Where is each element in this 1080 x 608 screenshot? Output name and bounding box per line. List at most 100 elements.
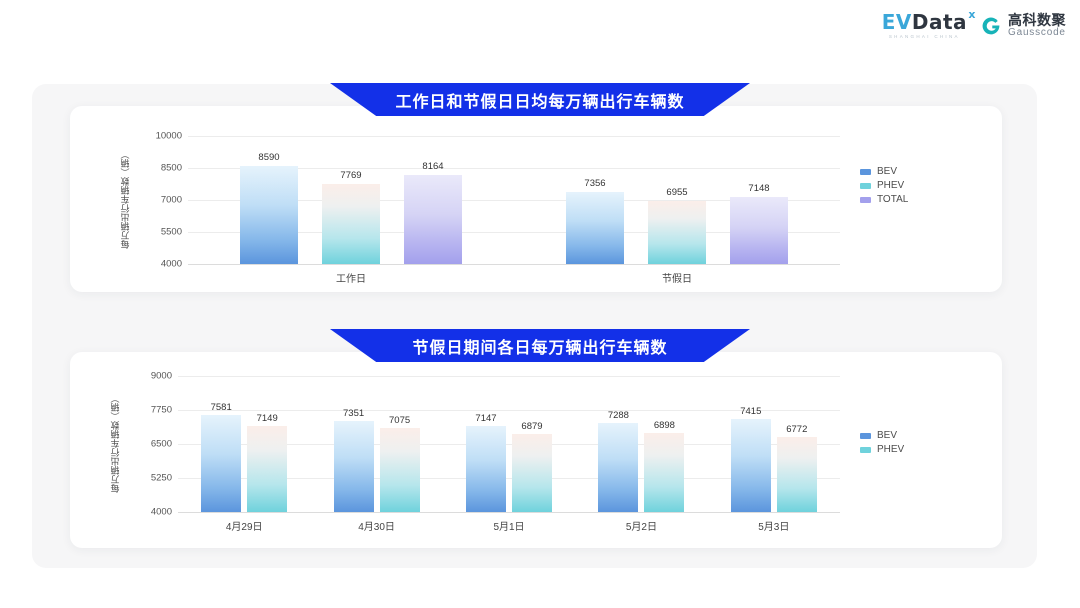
legend-label: BEV (877, 166, 898, 177)
legend-swatch-phev-icon (860, 446, 871, 453)
header-logos: EVData x SHANGHAI CHINA 高科数聚 Gausscode (881, 9, 1066, 40)
chart-1-y-ticks: 4000 5500 7000 8500 10000 (138, 106, 182, 292)
chart-2-title-banner: 节假日期间各日每万辆出行车辆数 (330, 329, 750, 362)
legend-swatch-bev-icon (860, 168, 871, 175)
chart-2-card: 每万辆出行车辆数（辆） 4000 5250 6500 7750 9000 7581 7149 4… (70, 352, 1002, 548)
chart-1-plot-area: 每万辆出行车辆数（辆） 4000 5500 7000 8500 10000 8590 7769… (70, 106, 1002, 292)
gridline (188, 200, 840, 201)
legend-item-bev[interactable]: BEV (860, 430, 904, 441)
bar-bev-5月2日[interactable] (598, 422, 639, 512)
evdata-superscript-x: x (968, 8, 976, 21)
bar-phev-4月30日[interactable] (379, 428, 420, 512)
bar-bev-节假日[interactable] (566, 192, 624, 264)
gridline (178, 410, 840, 411)
legend-item-phev[interactable]: PHEV (860, 180, 908, 191)
gridline (178, 478, 840, 479)
gridline (188, 264, 840, 265)
gausscode-logo: 高科数聚 Gausscode (981, 13, 1066, 38)
y-tick-label: 10000 (155, 130, 182, 142)
gausscode-name-cn: 高科数聚 (1008, 12, 1066, 29)
bar-value-label: 7415 (740, 406, 762, 418)
y-tick-label: 6500 (150, 438, 172, 450)
chart-1-legend: BEV PHEV TOTAL (860, 166, 908, 205)
x-axis-label-节假日: 节假日 (662, 274, 692, 285)
bar-value-label: 7351 (343, 407, 365, 419)
bar-phev-节假日[interactable] (648, 200, 706, 264)
x-axis-label-5月2日: 5月2日 (625, 522, 657, 533)
bar-value-label: 7149 (256, 413, 278, 425)
bar-value-label: 8590 (258, 152, 280, 164)
y-tick-label: 9000 (150, 370, 172, 382)
gridline (188, 136, 840, 137)
bar-value-label: 7769 (340, 169, 362, 181)
bar-total-工作日[interactable] (404, 175, 462, 264)
chart-1-title-banner: 工作日和节假日日均每万辆出行车辆数 (330, 83, 750, 116)
bar-value-label: 7075 (389, 415, 411, 427)
y-tick-label: 4000 (160, 258, 182, 270)
bar-phev-工作日[interactable] (322, 183, 380, 264)
y-tick-label: 7000 (160, 194, 182, 206)
bar-value-label: 7288 (607, 409, 629, 421)
evdata-wordmark-data: Data (911, 10, 967, 34)
legend-label: PHEV (877, 444, 905, 455)
gausscode-name-en: Gausscode (1008, 26, 1066, 38)
legend-item-bev[interactable]: BEV (860, 166, 908, 177)
bar-value-label: 6879 (521, 420, 543, 432)
gridline (178, 376, 840, 377)
chart-2-y-axis-title: 每万辆出行车辆数（辆） (110, 394, 121, 494)
chart-2-plot-area: 每万辆出行车辆数（辆） 4000 5250 6500 7750 9000 7581 7149 4… (70, 352, 1002, 548)
evdata-subtitle: SHANGHAI CHINA (888, 34, 960, 39)
legend-label: TOTAL (877, 194, 909, 205)
legend-label: BEV (877, 430, 898, 441)
x-axis-label-4月30日: 4月30日 (358, 522, 395, 533)
bar-value-label: 6898 (653, 420, 675, 432)
chart-2-y-ticks: 4000 5250 6500 7750 9000 (128, 352, 172, 548)
chart-1-title: 工作日和节假日日均每万辆出行车辆数 (395, 93, 685, 111)
bar-value-label: 8164 (422, 161, 444, 173)
gridline (178, 512, 840, 513)
evdata-logo: EVData x SHANGHAI CHINA (881, 9, 976, 40)
bar-bev-工作日[interactable] (240, 166, 298, 264)
legend-item-phev[interactable]: PHEV (860, 444, 904, 455)
y-tick-label: 4000 (150, 506, 172, 518)
bar-phev-5月1日[interactable] (512, 433, 552, 512)
bar-value-label: 7581 (210, 401, 232, 413)
legend-swatch-bev-icon (860, 432, 871, 439)
chart-1-card: 每万辆出行车辆数（辆） 4000 5500 7000 8500 10000 8590 7769… (70, 106, 1002, 292)
chart-1-y-axis-title: 每万辆出行车辆数（辆） (120, 150, 131, 250)
gausscode-mark-icon (982, 17, 1000, 35)
bar-phev-5月2日[interactable] (644, 433, 685, 512)
chart-2-legend: BEV PHEV (860, 430, 904, 455)
gridline (188, 168, 840, 169)
gausscode-text: 高科数聚 Gausscode (1008, 13, 1066, 38)
bar-phev-4月29日[interactable] (247, 426, 288, 512)
legend-swatch-phev-icon (860, 182, 871, 189)
bar-total-节假日[interactable] (730, 196, 788, 264)
y-tick-label: 5250 (150, 472, 172, 484)
bar-value-label: 7148 (748, 182, 770, 194)
x-axis-label-工作日: 工作日 (336, 274, 366, 285)
bar-value-label: 7356 (584, 178, 606, 190)
x-axis-label-5月3日: 5月3日 (758, 522, 790, 533)
y-tick-label: 7750 (150, 404, 172, 416)
evdata-wordmark: EVData x (881, 9, 976, 34)
legend-label: PHEV (877, 180, 905, 191)
bar-bev-4月29日[interactable] (201, 414, 242, 512)
y-tick-label: 5500 (160, 226, 182, 238)
bar-bev-5月1日[interactable] (466, 426, 506, 512)
chart-2-title: 节假日期间各日每万辆出行车辆数 (412, 339, 668, 357)
bar-value-label: 7147 (475, 413, 497, 425)
legend-item-total[interactable]: TOTAL (860, 194, 908, 205)
gridline (188, 232, 840, 233)
x-axis-label-4月29日: 4月29日 (225, 522, 263, 533)
bar-bev-4月30日[interactable] (333, 420, 374, 512)
bar-bev-5月3日[interactable] (730, 419, 771, 512)
y-tick-label: 8500 (160, 162, 182, 174)
bar-value-label: 6772 (786, 423, 808, 435)
evdata-wordmark-ev: EV (881, 10, 912, 34)
legend-swatch-total-icon (860, 196, 871, 203)
bar-value-label: 6955 (666, 186, 688, 198)
x-axis-label-5月1日: 5月1日 (493, 522, 525, 533)
gridline (178, 444, 840, 445)
bar-phev-5月3日[interactable] (776, 436, 817, 512)
